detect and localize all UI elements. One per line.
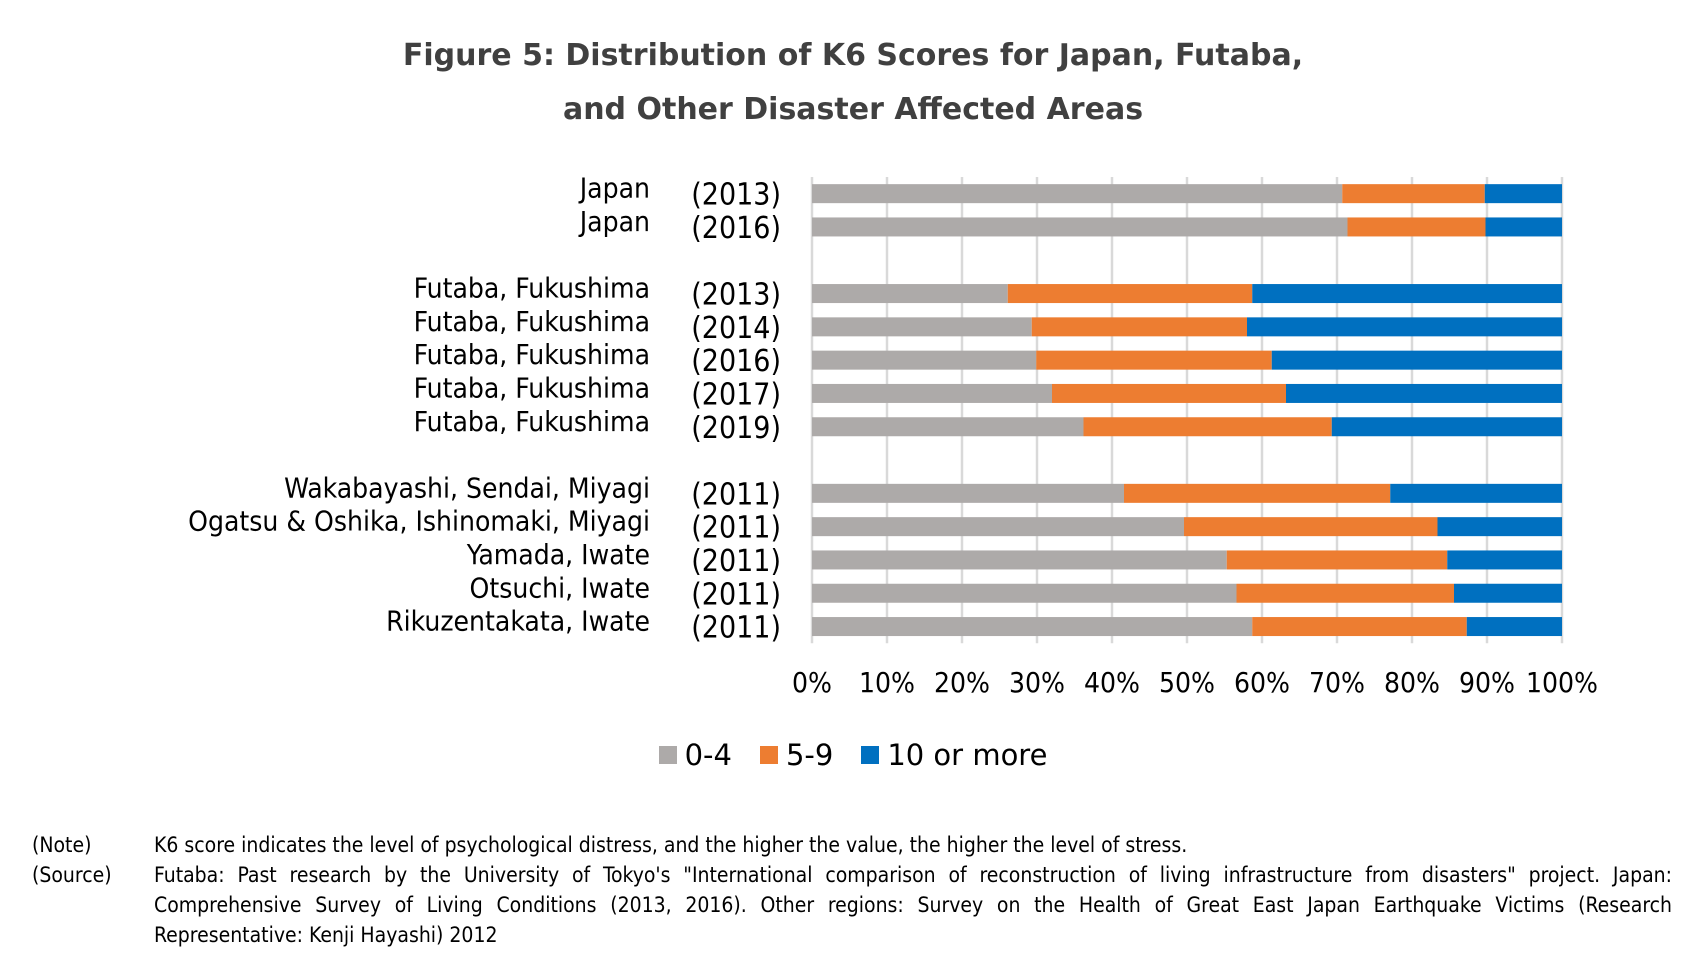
bar-segment-10-or-more	[1484, 184, 1562, 204]
legend-item-5-9: 5-9	[759, 738, 834, 772]
stacked-bar-chart: Japan (2013) Japan (2016) Futaba, Fukushima (…	[188, 172, 1598, 699]
source-row: (Source) Futaba: Past research by the Un…	[32, 860, 1672, 950]
category-labels: Japan (2013) Japan (2016) Futaba, Fukushima (…	[188, 172, 781, 646]
category-year-label: (2011)	[691, 544, 781, 579]
bar-segment-5-9	[1342, 184, 1485, 204]
gridlines	[810, 177, 1564, 644]
category-name-label: Yamada, Iwate	[466, 538, 650, 571]
x-tick-label: 100%	[1526, 666, 1598, 699]
category-year-label: (2011)	[691, 577, 781, 612]
bar-segment-5-9	[1347, 217, 1486, 237]
bar-segment-10-or-more	[1454, 583, 1562, 603]
category-year-label: (2014)	[691, 311, 781, 346]
bars	[812, 184, 1562, 637]
bar-segment-10-or-more	[1286, 383, 1562, 403]
category-year-label: (2011)	[691, 511, 781, 546]
note-text: K6 score indicates the level of psycholo…	[154, 833, 1188, 857]
source-text: Futaba: Past research by the University …	[154, 863, 1672, 947]
x-tick-label: 90%	[1459, 666, 1515, 699]
bar-segment-5-9	[1236, 583, 1454, 603]
bar-segment-0-4	[812, 317, 1032, 337]
bar-segment-0-4	[812, 350, 1037, 370]
bar-segment-5-9	[1007, 284, 1253, 304]
note-label: (Note)	[32, 833, 92, 857]
note-row: (Note) K6 score indicates the level of p…	[32, 830, 1672, 860]
category-year-label: (2016)	[691, 211, 781, 246]
category-name-label: Japan	[578, 172, 650, 205]
bar-segment-5-9	[1124, 483, 1391, 503]
category-year-label: (2019)	[691, 411, 781, 446]
chart-title-line-2: and Other Disaster Affected Areas	[562, 92, 1144, 127]
category-year-label: (2013)	[691, 278, 781, 313]
category-name-label: Rikuzentakata, Iwate	[386, 605, 650, 638]
legend-item-10-or-more: 10 or more	[861, 738, 1047, 772]
bar-segment-10-or-more	[1252, 284, 1562, 304]
category-name-label: Japan	[578, 205, 650, 238]
notes-section: (Note) K6 score indicates the level of p…	[32, 830, 1672, 950]
bar-segment-0-4	[812, 550, 1227, 570]
bar-segment-0-4	[812, 517, 1184, 537]
category-name-label: Otsuchi, Iwate	[470, 571, 650, 604]
x-tick-label: 0%	[792, 666, 832, 699]
category-name-label: Futaba, Fukushima	[414, 272, 650, 305]
bar-segment-10-or-more	[1247, 317, 1562, 337]
bar-segment-10-or-more	[1331, 417, 1562, 437]
legend-label: 10 or more	[887, 738, 1048, 772]
x-tick-label: 40%	[1084, 666, 1140, 699]
legend-swatch-10-or-more	[861, 746, 880, 764]
legend-swatch-5-9	[759, 746, 778, 764]
bar-segment-5-9	[1184, 517, 1438, 537]
legend-item-0-4: 0-4	[658, 738, 732, 772]
x-tick-label: 20%	[934, 666, 990, 699]
category-year-label: (2013)	[691, 178, 781, 213]
x-tick-label: 70%	[1309, 666, 1365, 699]
bar-segment-10-or-more	[1485, 217, 1562, 237]
x-tick-label: 80%	[1384, 666, 1440, 699]
bar-segment-5-9	[1226, 550, 1448, 570]
bar-segment-5-9	[1052, 383, 1286, 403]
bar-segment-0-4	[812, 383, 1052, 403]
category-year-label: (2016)	[691, 344, 781, 379]
x-tick-label: 10%	[859, 666, 915, 699]
legend-label: 5-9	[785, 738, 834, 772]
bar-segment-0-4	[812, 217, 1348, 237]
bar-segment-10-or-more	[1437, 517, 1562, 537]
legend: 0-4 5-9 10 or more	[0, 738, 1706, 772]
category-name-label: Futaba, Fukushima	[414, 338, 650, 371]
legend-label: 0-4	[684, 738, 732, 772]
bar-segment-0-4	[812, 483, 1124, 503]
bar-segment-5-9	[1252, 617, 1467, 637]
x-tick-label: 50%	[1159, 666, 1215, 699]
chart-title-line-1: Figure 5: Distribution of K6 Scores for …	[402, 38, 1304, 73]
category-year-label: (2017)	[691, 377, 781, 412]
bar-segment-10-or-more	[1466, 617, 1562, 637]
bar-segment-10-or-more	[1447, 550, 1562, 570]
bar-segment-0-4	[812, 284, 1008, 304]
source-label: (Source)	[32, 863, 112, 887]
category-name-label: Futaba, Fukushima	[414, 371, 650, 404]
category-name-label: Ogatsu & Oshika, Ishinomaki, Miyagi	[188, 505, 650, 538]
x-axis-tick-labels: 0% 10% 20% 30% 40% 50% 60% 70% 80% 90% 100%	[792, 666, 1598, 699]
bar-segment-0-4	[812, 583, 1237, 603]
x-tick-label: 30%	[1009, 666, 1065, 699]
category-name-label: Futaba, Fukushima	[414, 405, 650, 438]
category-year-label: (2011)	[691, 611, 781, 646]
bar-segment-5-9	[1031, 317, 1247, 337]
bar-segment-10-or-more	[1271, 350, 1562, 370]
bar-segment-0-4	[812, 617, 1253, 637]
x-tick-label: 60%	[1234, 666, 1290, 699]
bar-segment-5-9	[1083, 417, 1332, 437]
bar-segment-5-9	[1036, 350, 1272, 370]
bar-segment-10-or-more	[1390, 483, 1562, 503]
bar-segment-0-4	[812, 184, 1343, 204]
category-name-label: Futaba, Fukushima	[414, 305, 650, 338]
bar-segment-0-4	[812, 417, 1084, 437]
category-name-label: Wakabayashi, Sendai, Miyagi	[284, 471, 650, 504]
legend-swatch-0-4	[658, 746, 677, 764]
category-year-label: (2011)	[691, 477, 781, 512]
